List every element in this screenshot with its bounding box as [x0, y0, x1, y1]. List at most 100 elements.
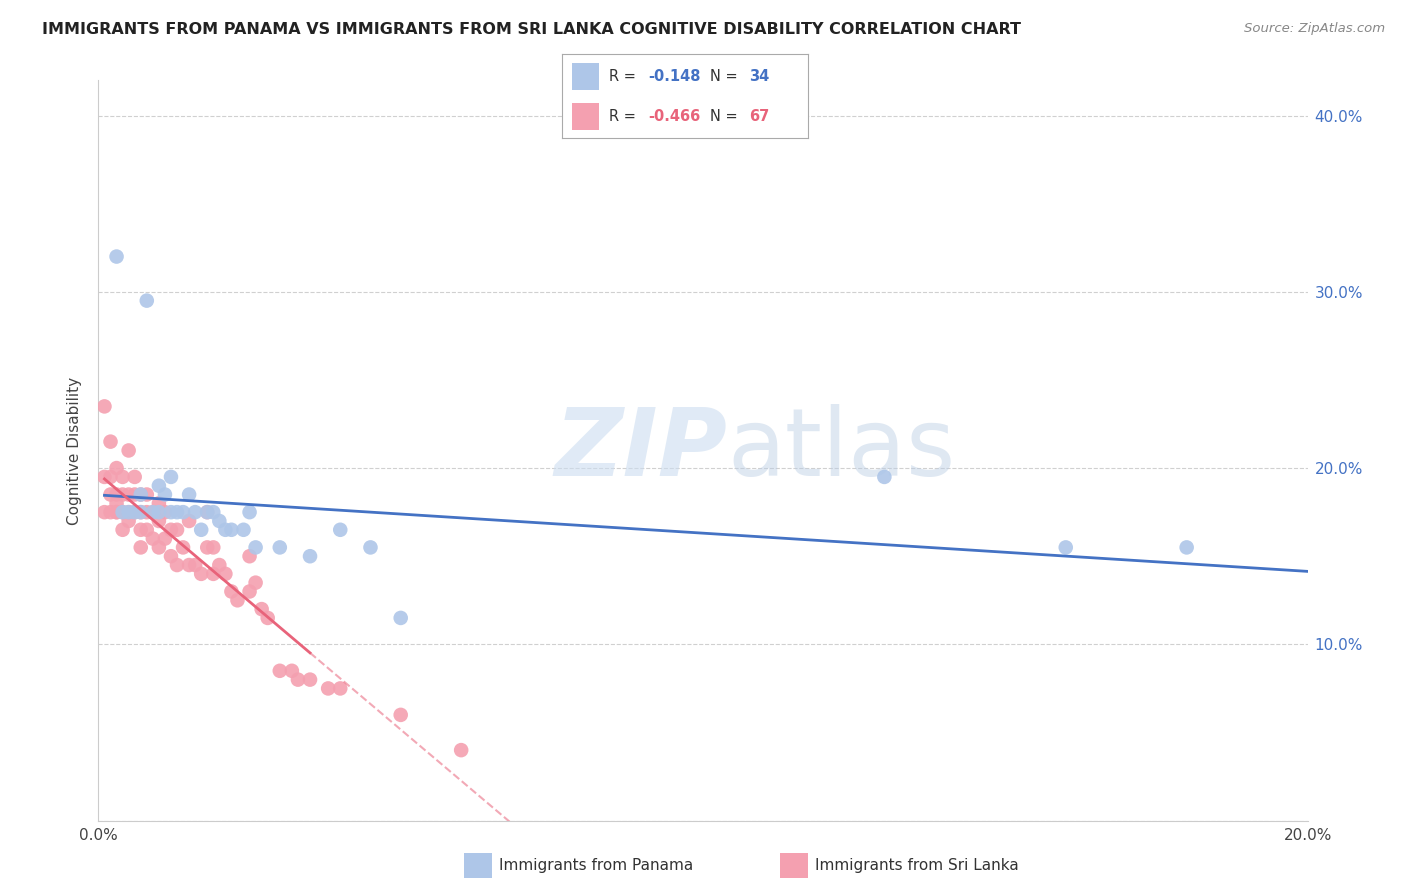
Point: [129, 523, 152, 537]
Point: [256, 611, 278, 625]
Point: [111, 505, 134, 519]
Point: [142, 505, 165, 519]
Point: [118, 443, 141, 458]
Text: -0.466: -0.466: [648, 109, 700, 124]
Point: [202, 541, 225, 555]
Point: [105, 505, 128, 519]
Point: [124, 487, 146, 501]
Point: [245, 541, 267, 555]
Point: [360, 541, 382, 555]
Point: [190, 523, 212, 537]
Point: [129, 505, 152, 519]
Point: [111, 523, 134, 537]
Point: [105, 250, 128, 264]
Point: [129, 487, 152, 501]
Point: [124, 505, 146, 519]
Point: [153, 505, 176, 519]
Point: [226, 593, 249, 607]
Point: [135, 487, 157, 501]
Point: [269, 541, 291, 555]
Point: [221, 584, 243, 599]
Text: 34: 34: [749, 69, 769, 84]
Point: [389, 707, 412, 722]
Point: [195, 505, 218, 519]
Point: [118, 505, 141, 519]
Point: [153, 532, 176, 546]
Text: N =: N =: [710, 109, 738, 124]
Text: Immigrants from Sri Lanka: Immigrants from Sri Lanka: [815, 858, 1019, 872]
Point: [100, 434, 122, 449]
Point: [873, 470, 896, 484]
Point: [105, 496, 128, 510]
Point: [100, 505, 122, 519]
Point: [299, 549, 322, 564]
Point: [118, 514, 141, 528]
Point: [202, 566, 225, 581]
Point: [105, 505, 128, 519]
Point: [111, 487, 134, 501]
Point: [172, 505, 194, 519]
Point: [166, 505, 188, 519]
Point: [250, 602, 273, 616]
Point: [105, 487, 128, 501]
Text: Source: ZipAtlas.com: Source: ZipAtlas.com: [1244, 22, 1385, 36]
Text: Immigrants from Panama: Immigrants from Panama: [499, 858, 693, 872]
Point: [124, 470, 146, 484]
Point: [202, 505, 225, 519]
Point: [179, 487, 201, 501]
Point: [208, 558, 231, 572]
Point: [1054, 541, 1077, 555]
Point: [172, 541, 194, 555]
Point: [190, 566, 212, 581]
Point: [214, 566, 236, 581]
Point: [100, 470, 122, 484]
Point: [111, 505, 134, 519]
Point: [281, 664, 304, 678]
Text: atlas: atlas: [727, 404, 956, 497]
Point: [329, 523, 352, 537]
Point: [195, 505, 218, 519]
Point: [135, 293, 157, 308]
Point: [100, 487, 122, 501]
Point: [148, 505, 170, 519]
Point: [148, 496, 170, 510]
Point: [118, 487, 141, 501]
Point: [245, 575, 267, 590]
Point: [184, 505, 207, 519]
Point: [239, 584, 262, 599]
Point: [299, 673, 322, 687]
Point: [184, 558, 207, 572]
Point: [142, 532, 165, 546]
Point: [232, 523, 254, 537]
Point: [239, 549, 262, 564]
Point: [179, 558, 201, 572]
Point: [329, 681, 352, 696]
Point: [129, 505, 152, 519]
Point: [124, 505, 146, 519]
Point: [160, 523, 183, 537]
Point: [142, 505, 165, 519]
Point: [105, 461, 128, 475]
Text: -0.148: -0.148: [648, 69, 702, 84]
Point: [269, 664, 291, 678]
Point: [195, 541, 218, 555]
Point: [148, 541, 170, 555]
Point: [148, 479, 170, 493]
Point: [118, 505, 141, 519]
Point: [148, 514, 170, 528]
Point: [160, 470, 183, 484]
Text: ZIP: ZIP: [554, 404, 727, 497]
Point: [239, 505, 262, 519]
Point: [287, 673, 309, 687]
Point: [1175, 541, 1198, 555]
Point: [135, 505, 157, 519]
Point: [214, 523, 236, 537]
Text: 67: 67: [749, 109, 769, 124]
Point: [153, 487, 176, 501]
FancyBboxPatch shape: [572, 62, 599, 90]
Text: N =: N =: [710, 69, 738, 84]
Text: R =: R =: [609, 69, 636, 84]
Y-axis label: Cognitive Disability: Cognitive Disability: [67, 376, 83, 524]
Point: [93, 505, 115, 519]
Point: [111, 470, 134, 484]
